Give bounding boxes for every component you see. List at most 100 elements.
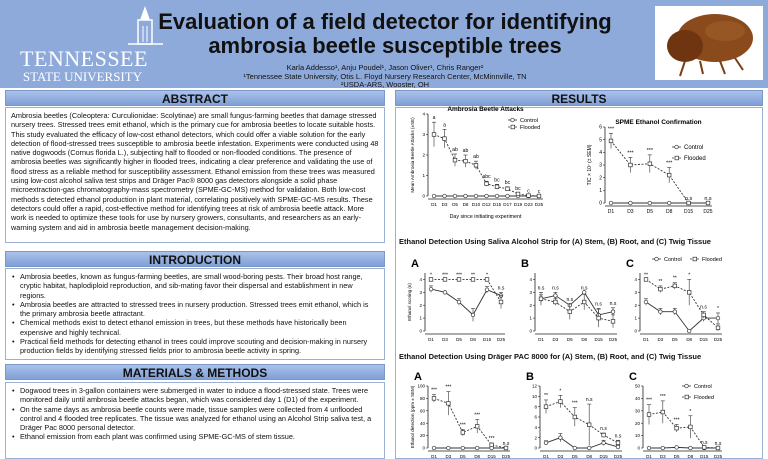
- control-point: [442, 290, 448, 295]
- y-tick-label: 3: [634, 290, 637, 295]
- control-point: [484, 287, 490, 292]
- flooded-point: [505, 186, 510, 191]
- y-tick-label: 1: [422, 173, 425, 178]
- x-tick-label: D1: [431, 202, 437, 207]
- significance-label: ***: [489, 436, 495, 442]
- legend-label: Control: [684, 145, 703, 151]
- flooded-point: [596, 315, 601, 321]
- series-line-flooded: [610, 140, 708, 204]
- legend-control-marker: [684, 383, 689, 389]
- significance-label: n.s: [704, 196, 712, 202]
- significance-label: n.s: [600, 426, 607, 432]
- methods-bullet: Ethanol emission from each plant was con…: [11, 432, 379, 442]
- series-line-control: [649, 446, 718, 449]
- flooded-point: [489, 442, 494, 448]
- significance-label: ***: [474, 412, 480, 418]
- series-line-flooded: [540, 298, 614, 322]
- control-point: [615, 444, 621, 450]
- significance-label: ***: [660, 394, 666, 400]
- control-point: [470, 312, 476, 318]
- y-tick-label: 3: [419, 290, 422, 295]
- legend-control-marker: [674, 144, 679, 150]
- flooded-point: [452, 157, 458, 163]
- series-line-control: [645, 301, 718, 332]
- flooded-point: [484, 181, 489, 186]
- flooded-point: [526, 193, 531, 198]
- flooded-point: [572, 414, 577, 420]
- flooded-point: [688, 424, 693, 430]
- x-tick-label: D8: [666, 209, 673, 215]
- y-tick-label: 0: [419, 329, 422, 334]
- y-axis-label: Ethanol scoring (n): [407, 283, 412, 321]
- x-tick-label: D8: [474, 454, 480, 459]
- control-point: [558, 435, 563, 440]
- significance-label: ab: [452, 147, 458, 153]
- flooded-point: [643, 277, 649, 282]
- flooded-point: [473, 163, 479, 168]
- significance-label: n.s: [615, 433, 622, 439]
- drager-section-title: Ethanol Detection Using Dräger PAC 8000 …: [399, 352, 702, 361]
- y-tick-label: 3: [529, 290, 532, 295]
- y-tick-label: 60: [420, 408, 426, 413]
- x-tick-label: D25: [714, 454, 723, 459]
- control-point: [587, 445, 592, 451]
- y-tick-label: 40: [635, 396, 641, 401]
- legend-control-marker: [510, 117, 515, 123]
- poster-header: TENNESSEE STATE UNIVERSITY Evaluation of…: [0, 0, 768, 89]
- abstract-text: Ambrosia beetles (Coleoptera: Curculioni…: [11, 111, 379, 232]
- y-axis-label: TIC × 10⁷ (± SEM): [587, 144, 593, 185]
- y-tick-label: 4: [419, 277, 422, 282]
- intro-bullet: Practical field methods for detecting et…: [11, 337, 379, 356]
- significance-label: bc: [494, 177, 500, 183]
- significance-label: **: [673, 276, 677, 282]
- x-tick-label: D8: [586, 454, 592, 459]
- flooded-point: [442, 136, 447, 141]
- x-tick-label: D5: [572, 454, 578, 459]
- significance-label: *: [486, 272, 488, 278]
- y-tick-label: 2: [634, 303, 637, 308]
- significance-label: ab: [463, 148, 469, 154]
- flooded-point: [431, 396, 437, 401]
- legend-label: Flooded: [684, 156, 706, 162]
- flooded-point: [705, 200, 711, 206]
- flooded-point: [686, 200, 691, 206]
- x-tick-label: D15: [483, 337, 492, 342]
- flooded-point: [660, 409, 665, 415]
- control-point: [667, 200, 672, 206]
- legend-control-marker: [654, 256, 659, 262]
- significance-label: *: [559, 388, 561, 394]
- x-tick-label: D5: [456, 337, 462, 342]
- chart-title: Ambrosia Beetle Attacks: [447, 106, 524, 113]
- flooded-point: [460, 430, 465, 435]
- flooded-point: [515, 191, 521, 197]
- control-point: [442, 193, 447, 199]
- y-tick-label: 20: [420, 433, 426, 438]
- y-tick-label: 4: [529, 277, 532, 282]
- series-line-flooded: [645, 279, 719, 329]
- flooded-point: [601, 432, 606, 438]
- logo-line1: TENNESSEE: [20, 46, 148, 71]
- control-point: [572, 445, 577, 451]
- significance-label: a: [443, 122, 446, 128]
- legend-flooded-marker: [674, 155, 679, 161]
- flooded-point: [674, 426, 679, 431]
- significance-label: **: [658, 279, 662, 285]
- flooded-point: [702, 445, 707, 450]
- y-tick-label: 40: [420, 421, 426, 426]
- x-tick-label: D8: [686, 337, 692, 342]
- flooded-point: [687, 290, 692, 295]
- control-point: [446, 445, 451, 451]
- y-tick-label: 50: [635, 384, 641, 389]
- control-point: [475, 445, 480, 451]
- flooded-point: [558, 399, 563, 404]
- x-tick-label: D10: [472, 202, 481, 207]
- significance-label: ***: [666, 161, 673, 167]
- significance-label: *: [688, 272, 690, 278]
- panel-label: C: [626, 258, 634, 270]
- y-tick-label: 4: [599, 150, 602, 156]
- panel-label: B: [521, 258, 529, 270]
- control-point: [643, 299, 649, 305]
- x-tick-label: D3: [442, 202, 448, 207]
- flooded-point: [646, 412, 652, 417]
- control-point: [543, 440, 549, 445]
